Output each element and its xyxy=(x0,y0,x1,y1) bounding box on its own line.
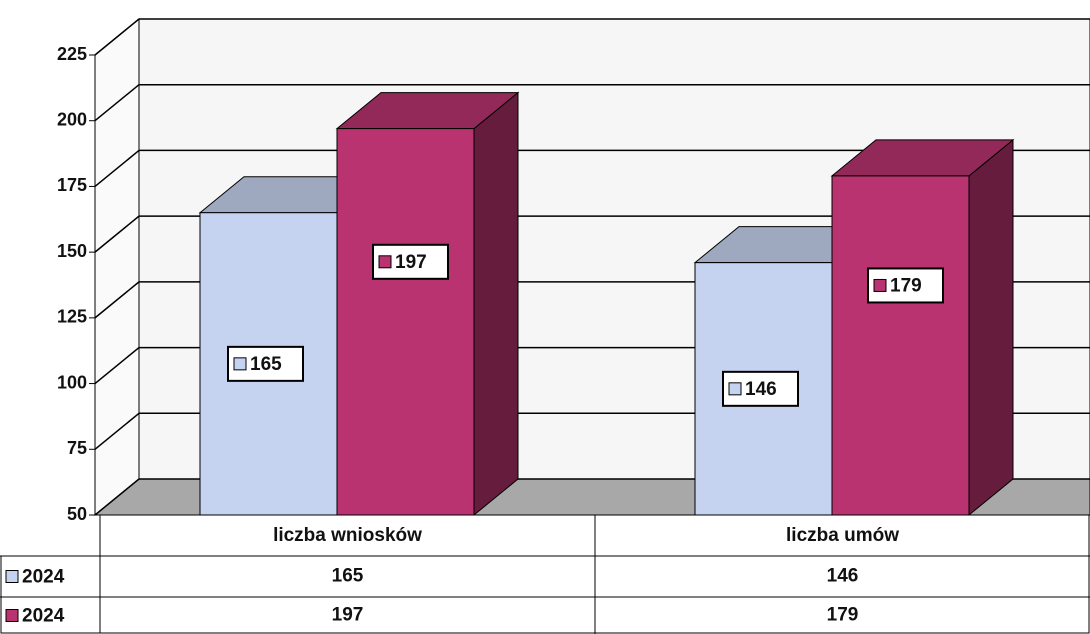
table-value: 179 xyxy=(827,605,859,626)
grid-line xyxy=(94,84,140,122)
table-value: 197 xyxy=(332,605,364,626)
y-tick-label: 225 xyxy=(57,44,87,64)
y-tick-label: 50 xyxy=(67,504,87,524)
y-tick-label: 100 xyxy=(57,372,87,392)
data-label: 197 xyxy=(395,252,427,273)
data-label: 179 xyxy=(890,275,922,296)
grid-line xyxy=(94,281,140,319)
side-wall xyxy=(94,17,140,517)
grid-line xyxy=(94,478,140,516)
legend-label: 2024 xyxy=(22,606,65,627)
y-tick-label: 200 xyxy=(57,109,87,129)
grid-line xyxy=(94,18,140,56)
grid-line xyxy=(94,412,140,450)
label-key xyxy=(378,255,392,269)
bar xyxy=(831,175,970,516)
legend-key xyxy=(5,609,19,622)
bar xyxy=(336,128,475,516)
x-tick-label: liczba umów xyxy=(786,525,899,546)
data-label: 165 xyxy=(250,354,282,375)
bar-side xyxy=(968,138,1014,517)
x-tick-label: liczba wniosków xyxy=(273,525,422,546)
label-key xyxy=(233,357,247,371)
label-key xyxy=(873,278,887,292)
label-key xyxy=(728,382,742,396)
legend-label: 2024 xyxy=(22,567,65,588)
grid-line xyxy=(94,346,140,385)
data-label: 146 xyxy=(745,379,777,400)
y-tick-label: 125 xyxy=(57,307,87,327)
legend-key xyxy=(5,570,19,583)
bar-side xyxy=(473,91,519,517)
y-tick-label: 150 xyxy=(57,241,87,261)
y-tick-label: 175 xyxy=(57,175,87,195)
table-value: 146 xyxy=(827,566,859,587)
grid-line xyxy=(94,149,140,188)
grid-line xyxy=(94,215,140,253)
table-value: 165 xyxy=(332,566,364,587)
y-tick-label: 75 xyxy=(67,438,87,458)
